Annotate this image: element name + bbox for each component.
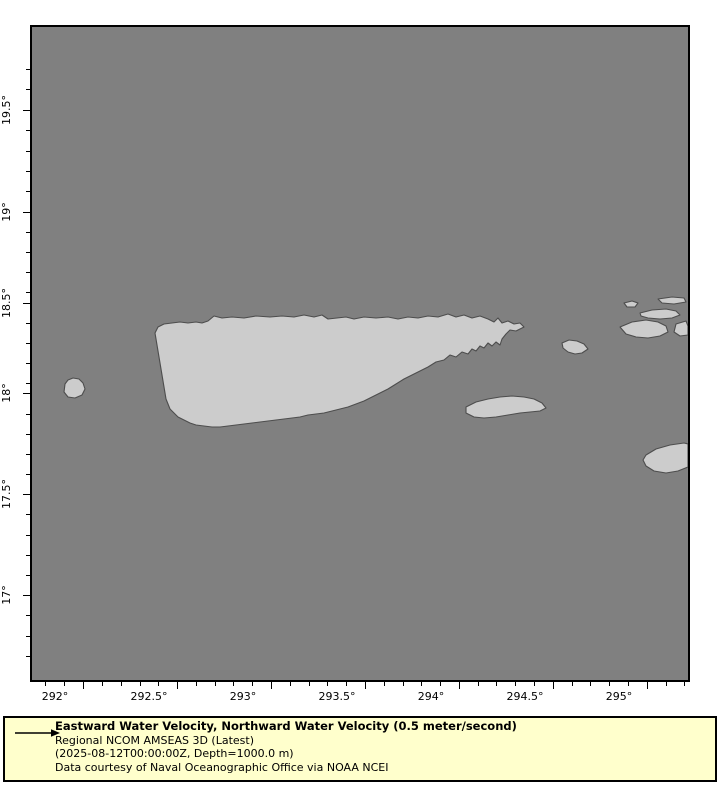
y-minor-tick	[26, 636, 30, 637]
x-minor-tick	[384, 682, 385, 686]
x-minor-tick	[327, 682, 328, 686]
x-minor-tick	[496, 682, 497, 686]
saint-croix-island	[642, 442, 688, 474]
y-minor-tick	[26, 151, 30, 152]
y-tick-18	[23, 393, 30, 394]
y-minor-tick	[26, 130, 30, 131]
x-minor-tick	[309, 682, 310, 686]
vieques-island	[465, 395, 547, 419]
anegada-islet	[657, 296, 687, 305]
x-minor-tick	[515, 682, 516, 686]
y-minor-tick	[26, 454, 30, 455]
x-minor-tick	[628, 682, 629, 686]
legend-timestamp-depth: (2025-08-12T00:00:00Z, Depth=1000.0 m)	[55, 747, 294, 760]
y-minor-tick	[26, 363, 30, 364]
y-minor-tick	[26, 272, 30, 273]
y-minor-tick	[26, 383, 30, 384]
x-tick-label: 294°	[417, 690, 445, 703]
virgin-gorda-islet	[623, 300, 639, 308]
x-minor-tick	[64, 682, 65, 686]
y-minor-tick	[26, 535, 30, 536]
x-minor-tick	[140, 682, 141, 686]
y-minor-tick	[26, 575, 30, 576]
y-tick-19p5	[23, 110, 30, 111]
x-tick-295	[647, 682, 648, 689]
legend-box: Eastward Water Velocity, Northward Water…	[3, 716, 717, 782]
map-plot-area[interactable]	[30, 25, 690, 682]
x-minor-tick	[102, 682, 103, 686]
x-minor-tick	[440, 682, 441, 686]
x-minor-tick	[121, 682, 122, 686]
x-minor-tick	[403, 682, 404, 686]
y-minor-tick	[26, 656, 30, 657]
x-tick-label: 292°	[41, 690, 69, 703]
y-minor-tick	[26, 69, 30, 70]
y-tick-19	[23, 212, 30, 213]
x-minor-tick	[158, 682, 159, 686]
x-minor-tick	[252, 682, 253, 686]
x-tick-label: 295°	[605, 690, 633, 703]
y-minor-tick	[26, 434, 30, 435]
y-minor-tick	[26, 191, 30, 192]
y-minor-tick	[26, 474, 30, 475]
tortola-island	[639, 308, 681, 320]
saint-john-island	[673, 320, 688, 337]
culebra-island	[561, 339, 589, 355]
x-minor-tick	[534, 682, 535, 686]
y-minor-tick	[26, 292, 30, 293]
puerto-rico-main-island	[154, 313, 525, 428]
x-tick-294p5	[553, 682, 554, 689]
x-minor-tick	[684, 682, 685, 686]
x-minor-tick	[215, 682, 216, 686]
y-minor-tick	[26, 514, 30, 515]
x-minor-tick	[609, 682, 610, 686]
y-minor-tick	[26, 343, 30, 344]
x-minor-tick	[196, 682, 197, 686]
y-tick-label: 18°	[0, 383, 13, 403]
x-tick-label: 293°	[229, 690, 257, 703]
x-minor-tick	[233, 682, 234, 686]
y-tick-label: 18.5°	[0, 288, 13, 318]
x-tick-292p5	[177, 682, 178, 689]
legend-dataset: Regional NCOM AMSEAS 3D (Latest)	[55, 733, 254, 747]
x-tick-292	[83, 682, 84, 689]
y-tick-label: 17°	[0, 585, 13, 605]
x-minor-tick	[290, 682, 291, 686]
legend-title: Eastward Water Velocity, Northward Water…	[55, 719, 517, 733]
y-minor-tick	[26, 323, 30, 324]
legend-text-block: Eastward Water Velocity, Northward Water…	[55, 719, 517, 774]
y-minor-tick	[26, 171, 30, 172]
y-tick-17p5	[23, 494, 30, 495]
saint-thomas-island	[619, 319, 669, 339]
arrow-right-icon	[15, 729, 60, 737]
x-minor-tick	[478, 682, 479, 686]
y-minor-tick	[26, 414, 30, 415]
x-tick-293p5	[365, 682, 366, 689]
x-tick-label: 294.5°	[506, 690, 544, 703]
y-tick-18p5	[23, 303, 30, 304]
x-tick-293	[271, 682, 272, 689]
y-tick-label: 19°	[0, 202, 13, 222]
mona-island	[63, 377, 86, 399]
x-minor-tick	[590, 682, 591, 686]
y-minor-tick	[26, 252, 30, 253]
x-minor-tick	[346, 682, 347, 686]
y-minor-tick	[26, 555, 30, 556]
x-tick-label: 293.5°	[318, 690, 356, 703]
x-minor-tick	[45, 682, 46, 686]
y-minor-tick	[26, 89, 30, 90]
x-minor-tick	[666, 682, 667, 686]
x-minor-tick	[421, 682, 422, 686]
y-tick-label: 19.5°	[0, 95, 13, 125]
x-minor-tick	[572, 682, 573, 686]
x-tick-label: 292.5°	[130, 690, 168, 703]
x-tick-294	[459, 682, 460, 689]
y-minor-tick	[26, 232, 30, 233]
y-tick-17	[23, 595, 30, 596]
legend-attribution: Data courtesy of Naval Oceanographic Off…	[55, 760, 389, 774]
coastline-layer	[63, 296, 688, 474]
y-tick-label: 17.5°	[0, 479, 13, 509]
y-minor-tick	[26, 615, 30, 616]
